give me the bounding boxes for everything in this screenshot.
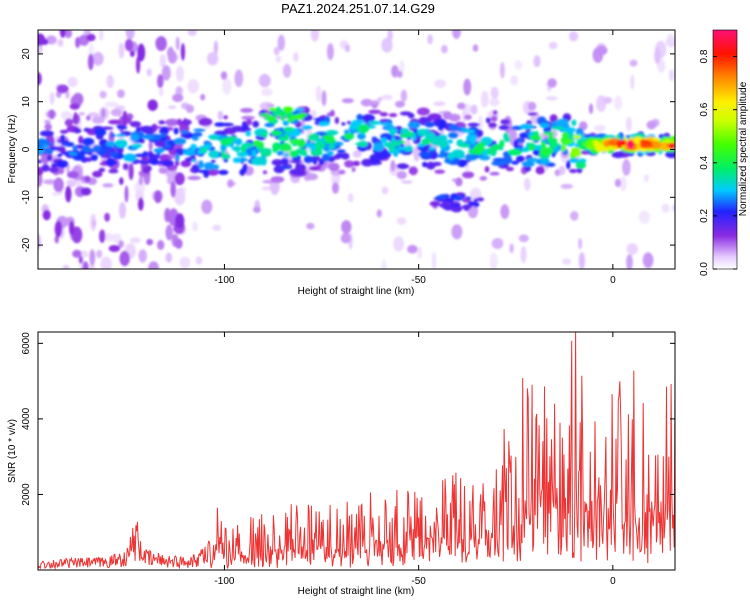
x-tick-label: 0 (610, 576, 616, 587)
colorbar-tick-label: 0.8 (699, 49, 710, 63)
snr-y-axis-label: SNR (10 * v/v) (7, 419, 18, 483)
colorbar-tick-label: 0.0 (699, 262, 710, 276)
colorbar-tick-label: 0.2 (699, 209, 710, 223)
y-tick-label: 20 (21, 48, 32, 60)
y-tick-label: -10 (21, 190, 32, 205)
colorbar-ticks: 0.0 0.2 0.4 0.6 0.8 (699, 49, 737, 276)
colorbar: 0.0 0.2 0.4 0.6 0.8 Normalized spectral ampl… (699, 29, 749, 276)
spectrogram-heatmap (38, 30, 675, 269)
y-tick-label: 2000 (21, 483, 32, 506)
spectrogram-y-ticks: -20 -10 0 10 20 (21, 48, 675, 252)
y-tick-label: 6000 (21, 332, 32, 355)
snr-series-line (38, 332, 675, 570)
snr-x-ticks: -100 -50 0 (214, 332, 616, 587)
y-tick-label: 0 (21, 146, 32, 152)
spectrogram-x-ticks: -100 -50 0 (214, 30, 616, 286)
x-tick-label: -50 (411, 275, 426, 286)
snr-x-axis-label: Height of straight line (km) (298, 586, 415, 597)
x-tick-label: 0 (610, 275, 616, 286)
x-tick-label: -100 (214, 576, 234, 587)
spectrogram-background (38, 30, 675, 269)
colorbar-label: Normalized spectral amplitude (738, 81, 749, 216)
colorbar-tick-label: 0.6 (699, 102, 710, 116)
snr-panel: -100 -50 0 2000 4000 6000 Height of straight… (7, 331, 676, 597)
y-tick-label: 4000 (21, 407, 32, 430)
spectrogram-y-axis-label: Frequency (Hz) (7, 115, 18, 184)
snr-y-ticks: 2000 4000 6000 (21, 332, 675, 506)
x-tick-label: -100 (214, 275, 234, 286)
y-tick-label: 10 (21, 96, 32, 108)
colorbar-gradient (712, 29, 738, 270)
colorbar-tick-label: 0.4 (699, 155, 710, 169)
x-tick-label: -50 (411, 576, 426, 587)
spectrogram-x-axis-label: Height of straight line (km) (298, 286, 415, 297)
chart-title: PAZ1.2024.251.07.14.G29 (281, 1, 435, 16)
snr-frame (37, 331, 676, 571)
y-tick-label: -20 (21, 237, 32, 252)
